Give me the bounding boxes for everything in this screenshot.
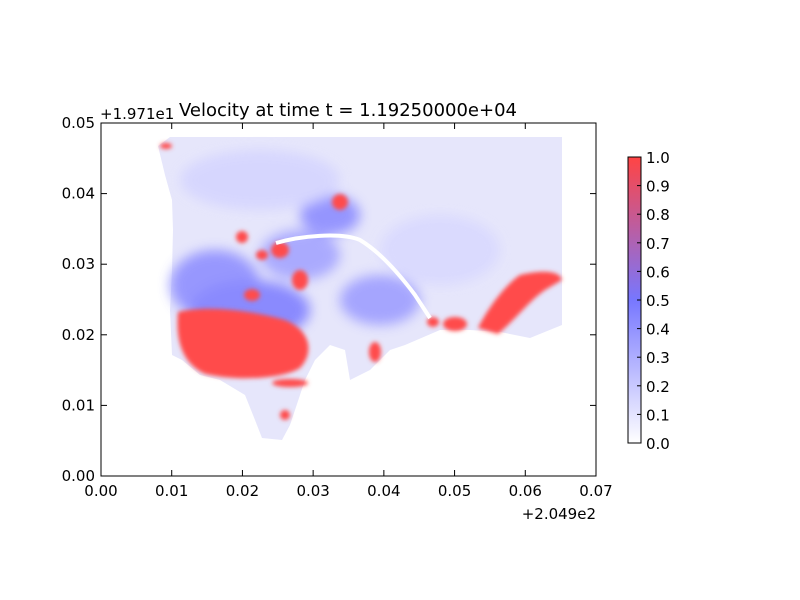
x-tick-label: 0.05	[438, 482, 471, 500]
jetty	[275, 233, 432, 320]
y-tick-label: 0.04	[62, 185, 95, 203]
y-tick-label: 0.02	[62, 326, 95, 344]
colorbar-tick-label: 0.1	[646, 406, 670, 424]
colorbar-tick-label: 0.6	[646, 263, 670, 281]
x-tick-label: 0.03	[296, 482, 329, 500]
x-tick-label: 0.01	[155, 482, 188, 500]
plot-frame	[100, 122, 597, 477]
colorbar-ticks: 0.0 0.1 0.2 0.3 0.4 0.5 0.6 0.7 0.8 0.9 1.0	[637, 149, 670, 453]
x-offset-label: +2.049e2	[522, 505, 596, 523]
chart-title: Velocity at time t = 1.19250000e+04	[179, 100, 517, 121]
y-tick-label: 0.01	[62, 396, 95, 414]
colorbar-tick-label: 0.8	[646, 206, 670, 224]
colorbar-tick-label: 0.4	[646, 321, 670, 339]
velocity-field	[158, 137, 562, 440]
x-tick-label: 0.07	[579, 482, 612, 500]
y-tick-label: 0.03	[62, 255, 95, 273]
y-tick-label: 0.00	[62, 467, 95, 485]
x-tick-label: 0.04	[367, 482, 400, 500]
y-tick-label: 0.05	[62, 114, 95, 132]
x-tick-label: 0.00	[84, 482, 117, 500]
colorbar-tick-label: 0.0	[646, 435, 670, 453]
colorbar-tick-label: 0.7	[646, 235, 670, 253]
y-ticks: 0.00 0.01 0.02 0.03 0.04 0.05	[62, 114, 596, 485]
x-tick-label: 0.06	[509, 482, 542, 500]
colorbar-tick-label: 1.0	[646, 149, 670, 167]
colorbar-tick-label: 0.3	[646, 349, 670, 367]
colorbar-tick-label: 0.5	[646, 292, 670, 310]
y-offset-label: +1.971e1	[100, 105, 174, 123]
colorbar-tick-label: 0.2	[646, 378, 670, 396]
x-ticks: 0.00 0.01 0.02 0.03 0.04 0.05 0.06 0.07	[84, 123, 613, 500]
x-tick-label: 0.02	[226, 482, 259, 500]
colorbar-tick-label: 0.9	[646, 178, 670, 196]
